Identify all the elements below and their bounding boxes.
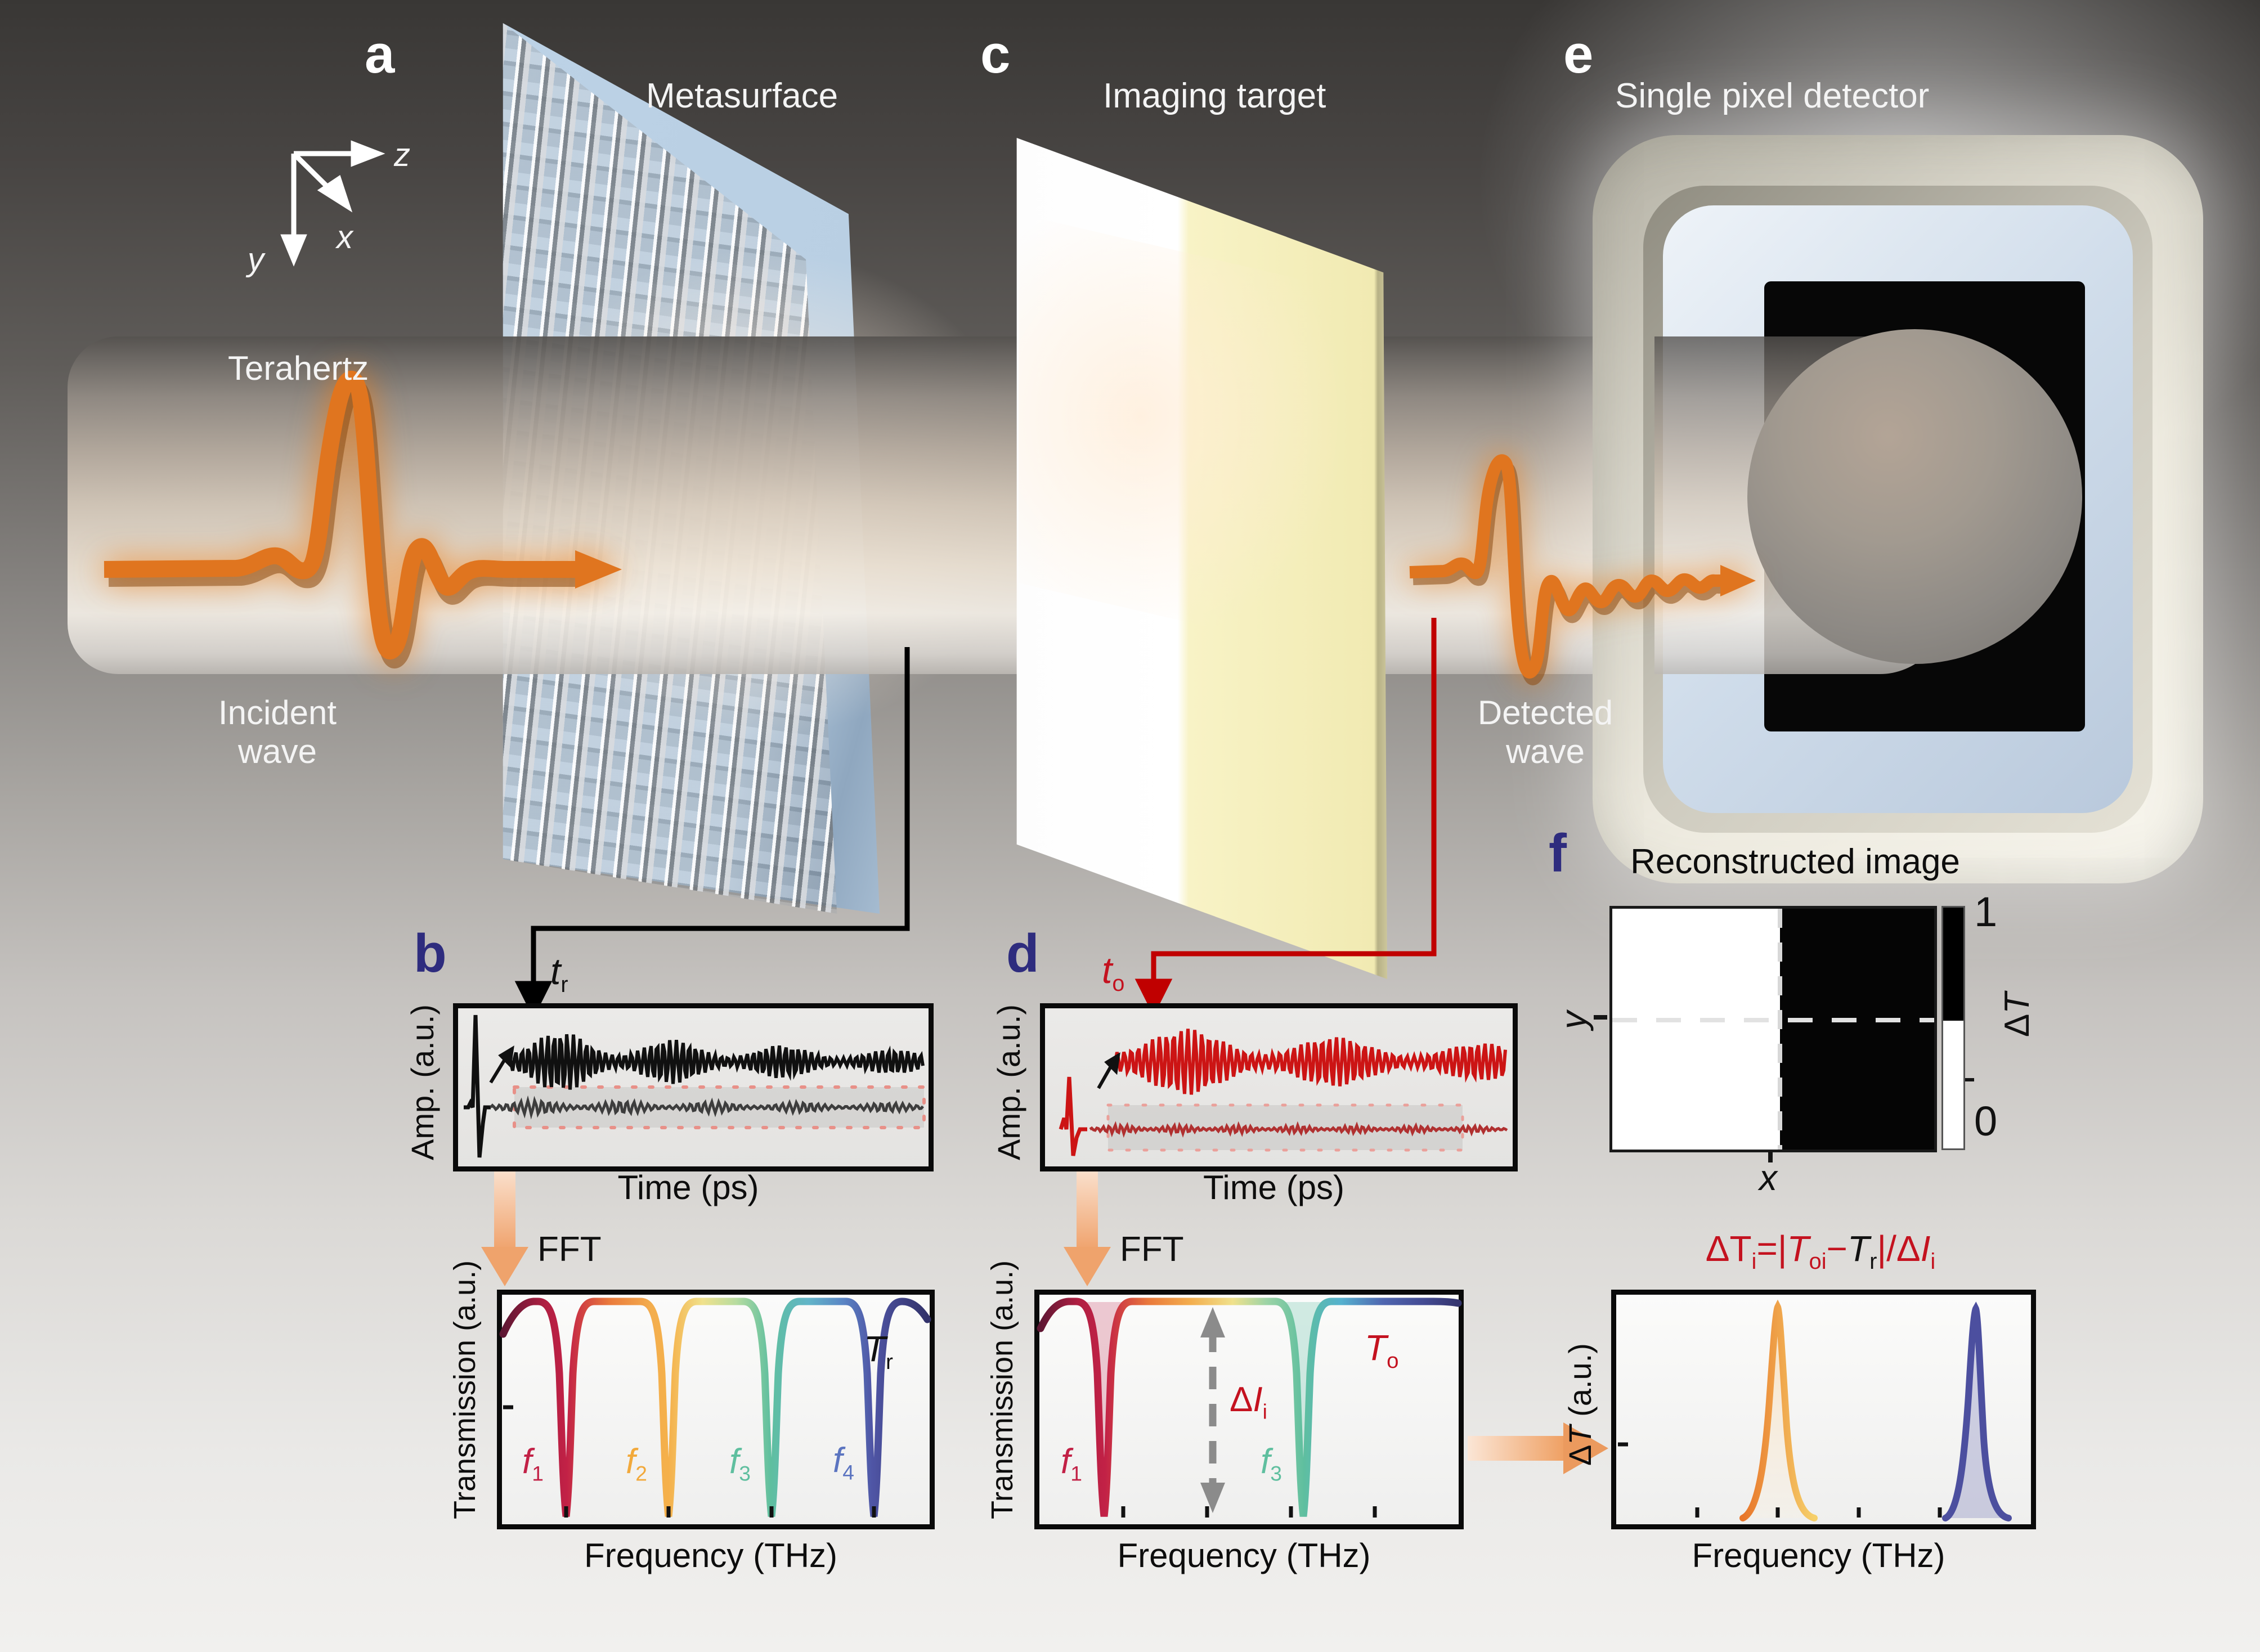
f-vertical-dashed-line	[1778, 909, 1782, 1150]
d-spectrum-plot	[1034, 1290, 1464, 1529]
d-f3-label: f3	[1261, 1442, 1282, 1485]
d-magnify-arrow-icon	[1097, 1052, 1120, 1089]
dt-ylabel: ΔT (a.u.)	[1562, 1343, 1598, 1466]
incident-pulse-waveform	[104, 371, 622, 668]
f-colorbar-max: 1	[1974, 888, 1998, 935]
b-time-plot	[453, 1003, 934, 1171]
imaging-target-label: Imaging target	[1103, 77, 1326, 115]
b-f1-label: f1	[522, 1442, 544, 1485]
d-spectrum-ylabel: Transmission (a.u.)	[985, 1260, 1019, 1519]
arrow-to-dt-plot	[1468, 1422, 1608, 1474]
d-axis-ticks	[1121, 1506, 1377, 1518]
f-title: Reconstructed image	[1630, 842, 1960, 881]
panel-letter-b: b	[414, 923, 447, 984]
fft-arrow-b	[481, 1162, 528, 1286]
f-colorbar-tick	[1965, 1078, 1974, 1081]
dt-spectrum-plot	[1611, 1290, 2036, 1529]
dt-axis-ticks	[1618, 1442, 1942, 1518]
connector-target-to-d	[1135, 618, 1437, 1017]
b-axis-ticks	[503, 1405, 876, 1518]
fft-arrow-d	[1064, 1162, 1111, 1286]
b-Tr-label: Tr	[864, 1328, 893, 1374]
panel-letter-f: f	[1549, 823, 1567, 883]
d-initial-spike	[1059, 1076, 1087, 1156]
f-colorbar-min: 0	[1974, 1098, 1998, 1144]
detected-wave-label: Detected wave	[1477, 694, 1613, 770]
b-f3-label: f3	[729, 1442, 751, 1485]
single-pixel-detector-label: Single pixel detector	[1615, 77, 1930, 115]
b-f2-label: f2	[626, 1442, 647, 1485]
d-magnified-trace	[1114, 1029, 1507, 1095]
b-time-ylabel: Amp. (a.u.)	[405, 1004, 440, 1160]
f-horizontal-dashed-line	[1612, 1018, 1934, 1022]
deltaT-formula: ΔTi=|Toi−Tr|/ΔIi	[1705, 1228, 1936, 1274]
dt-orange-peak-fill	[1743, 1307, 1814, 1518]
d-raw-trace	[1089, 1121, 1508, 1138]
t-o-annotation: to	[1102, 949, 1125, 996]
dt-indigo-peak-fill	[1945, 1309, 2008, 1518]
panel-letter-a: a	[365, 24, 395, 84]
axes-triad-icon	[280, 140, 385, 267]
f-xlabel: x	[1759, 1157, 1777, 1198]
b-spectrum-xlabel: Frequency (THz)	[584, 1537, 838, 1574]
d-deltaI-label: ΔIi	[1230, 1380, 1267, 1424]
d-f1-label: f1	[1061, 1442, 1082, 1485]
incident-wave-label: Incident wave	[218, 694, 337, 770]
panel-letter-e: e	[1563, 24, 1594, 84]
d-deltaI-arrow	[1200, 1307, 1225, 1513]
f-x-tick	[1768, 1151, 1773, 1162]
d-fft-label: FFT	[1120, 1230, 1184, 1269]
f-ylabel: y	[1553, 1011, 1594, 1029]
d-f1-fill	[1076, 1302, 1132, 1516]
axis-x-label: x	[337, 219, 353, 255]
f-colorbar-label: ΔT	[1998, 992, 2037, 1038]
b-initial-spike	[464, 1014, 491, 1158]
b-fft-label: FFT	[537, 1230, 602, 1269]
d-f3-fill	[1275, 1302, 1331, 1516]
b-magnify-arrow-icon	[489, 1045, 514, 1084]
b-magnified-trace	[506, 1034, 925, 1090]
axis-z-label: z	[394, 137, 410, 173]
d-time-ylabel: Amp. (a.u.)	[991, 1004, 1026, 1160]
b-raw-trace	[490, 1095, 924, 1120]
panel-letter-c: c	[980, 24, 1011, 84]
terahertz-label: Terahertz	[228, 349, 369, 387]
dt-indigo-peak	[1942, 1301, 2012, 1521]
detected-pulse-waveform	[1409, 454, 1756, 685]
d-To-label: To	[1365, 1327, 1399, 1373]
d-time-xlabel: Time (ps)	[1203, 1169, 1345, 1206]
d-time-plot	[1040, 1003, 1518, 1171]
dt-orange-peak	[1739, 1299, 1818, 1521]
dt-xlabel: Frequency (THz)	[1692, 1537, 1945, 1574]
b-spectrum-plot	[497, 1290, 935, 1529]
panel-letter-d: d	[1006, 923, 1039, 984]
metasurface-label: Metasurface	[646, 77, 838, 115]
d-transmission-curve	[1037, 1298, 1462, 1517]
axis-y-label: y	[248, 241, 264, 278]
t-r-annotation: tr	[550, 950, 568, 998]
b-f4-label: f4	[833, 1441, 854, 1484]
f-colorbar	[1941, 906, 1965, 1150]
beam-cross-section-disc	[1747, 329, 2082, 664]
f-image-black-half	[1780, 909, 1934, 1150]
b-time-xlabel: Time (ps)	[617, 1169, 759, 1206]
b-spectrum-ylabel: Transmission (a.u.)	[448, 1260, 482, 1519]
f-y-tick	[1594, 1015, 1607, 1020]
f-image	[1609, 906, 1937, 1152]
d-spectrum-xlabel: Frequency (THz)	[1117, 1537, 1371, 1574]
connector-metasurface-to-b	[514, 647, 910, 1019]
